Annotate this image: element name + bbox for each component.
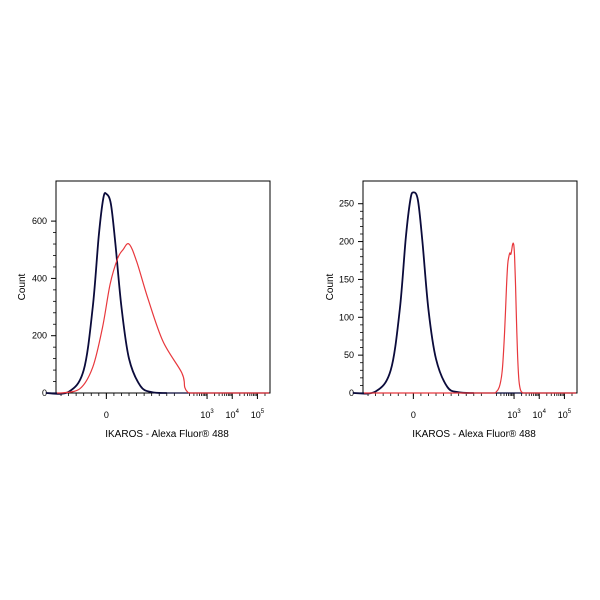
x-tick-base: 10 [558,410,568,420]
stained-histogram [60,243,191,394]
x-tick-exponent: 3 [210,409,214,415]
control-histogram [45,192,167,395]
x-tick-label: 103 [507,409,521,420]
y-tick-label: 200 [32,331,47,341]
x-tick-base: 10 [251,410,261,420]
x-tick-label: 0 [104,410,109,420]
x-tick-label: 0 [411,410,416,420]
y-tick-label: 600 [32,216,47,226]
x-tick-label: 103 [200,409,214,420]
y-tick-label: 150 [339,274,354,284]
x-tick-label: 104 [533,409,547,420]
y-axis-title: Count [325,273,336,300]
x-tick-base: 10 [533,410,543,420]
x-axis-title: IKAROS - Alexa Fluor® 488 [412,429,536,440]
x-tick-exponent: 4 [236,409,240,415]
x-tick-exponent: 3 [517,409,521,415]
plot-frame [55,180,271,394]
y-tick-label: 100 [339,312,354,322]
x-tick-label: 105 [558,409,572,420]
x-tick-exponent: 5 [261,409,265,415]
x-tick-label: 104 [226,409,240,420]
y-tick-label: 50 [344,350,354,360]
y-tick-label: 250 [339,199,354,209]
y-axis-title: Count [17,273,28,300]
y-tick-label: 400 [32,273,47,283]
stained-histogram [494,242,524,394]
y-tick-label: 0 [349,388,354,398]
x-tick-base: 10 [507,410,517,420]
y-tick-label: 200 [339,237,354,247]
x-tick-base: 0 [104,410,109,420]
x-tick-base: 10 [226,410,236,420]
x-tick-label: 105 [251,409,265,420]
x-tick-exponent: 4 [543,409,547,415]
plot-frame [362,180,578,394]
y-tick-label: 0 [42,388,47,398]
control-histogram [352,191,474,395]
x-tick-base: 0 [411,410,416,420]
x-tick-exponent: 5 [568,409,572,415]
x-axis-title: IKAROS - Alexa Fluor® 488 [105,429,229,440]
x-tick-base: 10 [200,410,210,420]
